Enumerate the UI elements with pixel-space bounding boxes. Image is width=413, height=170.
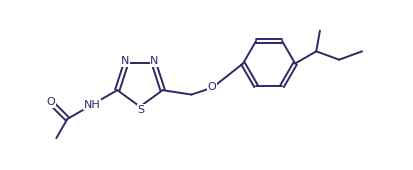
Text: N: N	[121, 56, 130, 66]
Text: N: N	[150, 56, 159, 66]
Text: S: S	[138, 105, 145, 115]
Text: O: O	[208, 82, 216, 92]
Text: NH: NH	[84, 100, 101, 109]
Text: O: O	[46, 97, 55, 107]
